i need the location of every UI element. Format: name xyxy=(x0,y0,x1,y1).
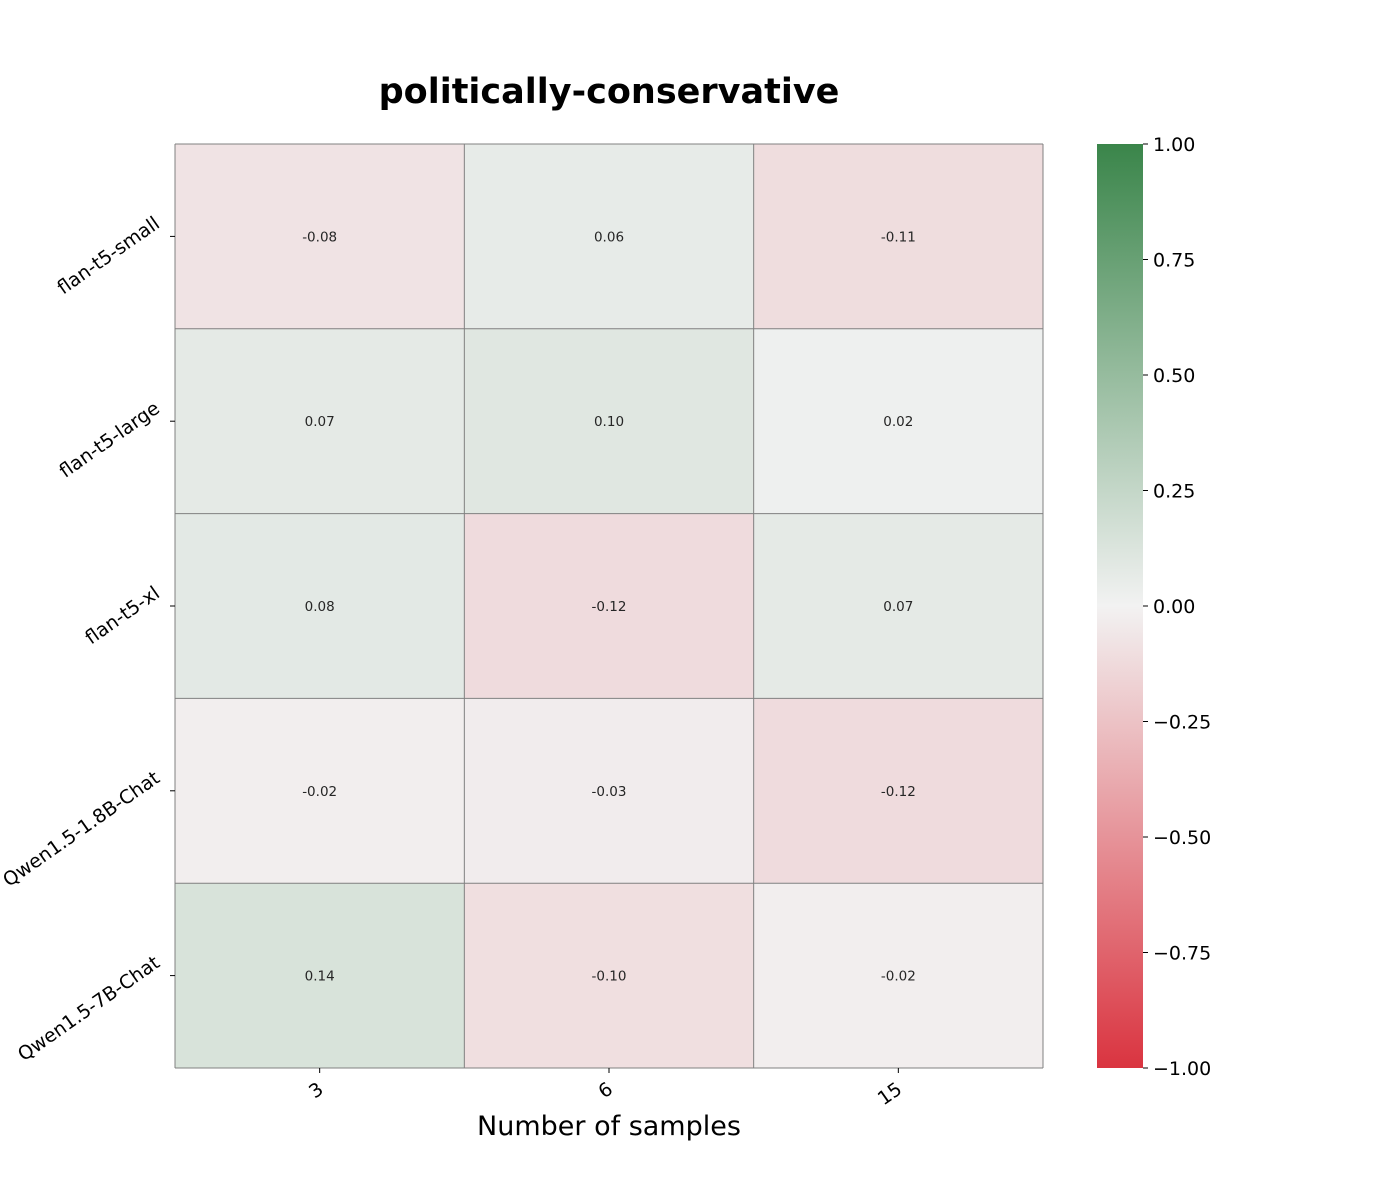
heatmap-cell xyxy=(753,513,1043,699)
heatmap-cell-value: -0.10 xyxy=(592,969,627,985)
y-tick-label: Qwen1.5-7B-Chat xyxy=(14,952,164,1066)
y-tick-label: flan-t5-small xyxy=(53,212,164,299)
heatmap-cell xyxy=(464,698,754,884)
chart-title: politically-conservative xyxy=(379,72,840,112)
heatmap-cell xyxy=(175,328,465,514)
colorbar-tick-label: 0.00 xyxy=(1153,596,1195,618)
heatmap-cell-value: -0.02 xyxy=(302,784,337,800)
heatmap-cell-value: 0.07 xyxy=(305,414,335,430)
colorbar-gradient xyxy=(1097,144,1143,1068)
heatmap-cell xyxy=(464,328,754,514)
heatmap-cell xyxy=(175,144,465,329)
heatmap-cell-value: -0.03 xyxy=(592,784,627,800)
x-axis: 3 6 15 xyxy=(305,1068,906,1110)
y-tick-label: flan-t5-xl xyxy=(81,582,164,649)
heatmap-cell xyxy=(175,513,465,699)
colorbar-tick-label: −0.75 xyxy=(1153,943,1211,965)
heatmap-cell xyxy=(175,698,465,884)
heatmap-cell xyxy=(753,328,1043,514)
x-tick-label: 15 xyxy=(874,1078,906,1110)
y-tick-label: Qwen1.5-1.8B-Chat xyxy=(0,767,164,892)
heatmap-cell xyxy=(464,144,754,329)
colorbar-tick-label: −1.00 xyxy=(1153,1058,1211,1080)
x-tick-label: 6 xyxy=(594,1078,617,1103)
heatmap-cell-value: -0.11 xyxy=(881,229,916,245)
heatmap-cell xyxy=(464,883,754,1068)
colorbar-tick-label: −0.50 xyxy=(1153,827,1211,849)
heatmap-cell xyxy=(175,883,465,1068)
heatmap-cell-value: -0.02 xyxy=(881,969,916,985)
heatmap-cells xyxy=(175,144,1043,1068)
y-tick-label: flan-t5-large xyxy=(55,397,164,482)
heatmap-cell-value: -0.12 xyxy=(592,599,627,615)
colorbar-tick-label: 0.50 xyxy=(1153,365,1195,387)
heatmap-cell-value: 0.02 xyxy=(883,414,913,430)
colorbar-ticks: 1.00 0.75 0.50 0.25 0.00 −0.25 −0.50 −0.75 −1.00 xyxy=(1143,134,1211,1080)
heatmap-cell-value: 0.07 xyxy=(883,599,913,615)
x-axis-label: Number of samples xyxy=(477,1111,741,1142)
heatmap-cell-value: -0.08 xyxy=(302,229,337,245)
colorbar xyxy=(1097,144,1143,1068)
colorbar-tick-label: 0.25 xyxy=(1153,481,1195,503)
heatmap-cell-value: 0.06 xyxy=(594,229,624,245)
heatmap-cell xyxy=(753,144,1043,329)
heatmap-cell-value: 0.10 xyxy=(594,414,624,430)
heatmap-cell xyxy=(753,883,1043,1068)
x-tick-label: 3 xyxy=(305,1078,328,1103)
heatmap-cell-value: 0.08 xyxy=(305,599,335,615)
colorbar-tick-label: −0.25 xyxy=(1153,712,1211,734)
heatmap-cell xyxy=(464,513,754,699)
heatmap-cell-value: -0.12 xyxy=(881,784,916,800)
heatmap-cell xyxy=(753,698,1043,884)
heatmap-gridlines xyxy=(174,143,1044,1069)
heatmap-value-labels: -0.08 0.06 -0.11 0.07 0.10 0.02 0.08 -0.12 0.07 -… xyxy=(302,229,916,984)
colorbar-tick-label: 0.75 xyxy=(1153,250,1195,272)
y-axis: flan-t5-small flan-t5-large flan-t5-xl Qwen… xyxy=(0,212,175,1066)
heatmap-cell-value: 0.14 xyxy=(305,969,335,985)
colorbar-tick-label: 1.00 xyxy=(1153,134,1195,156)
